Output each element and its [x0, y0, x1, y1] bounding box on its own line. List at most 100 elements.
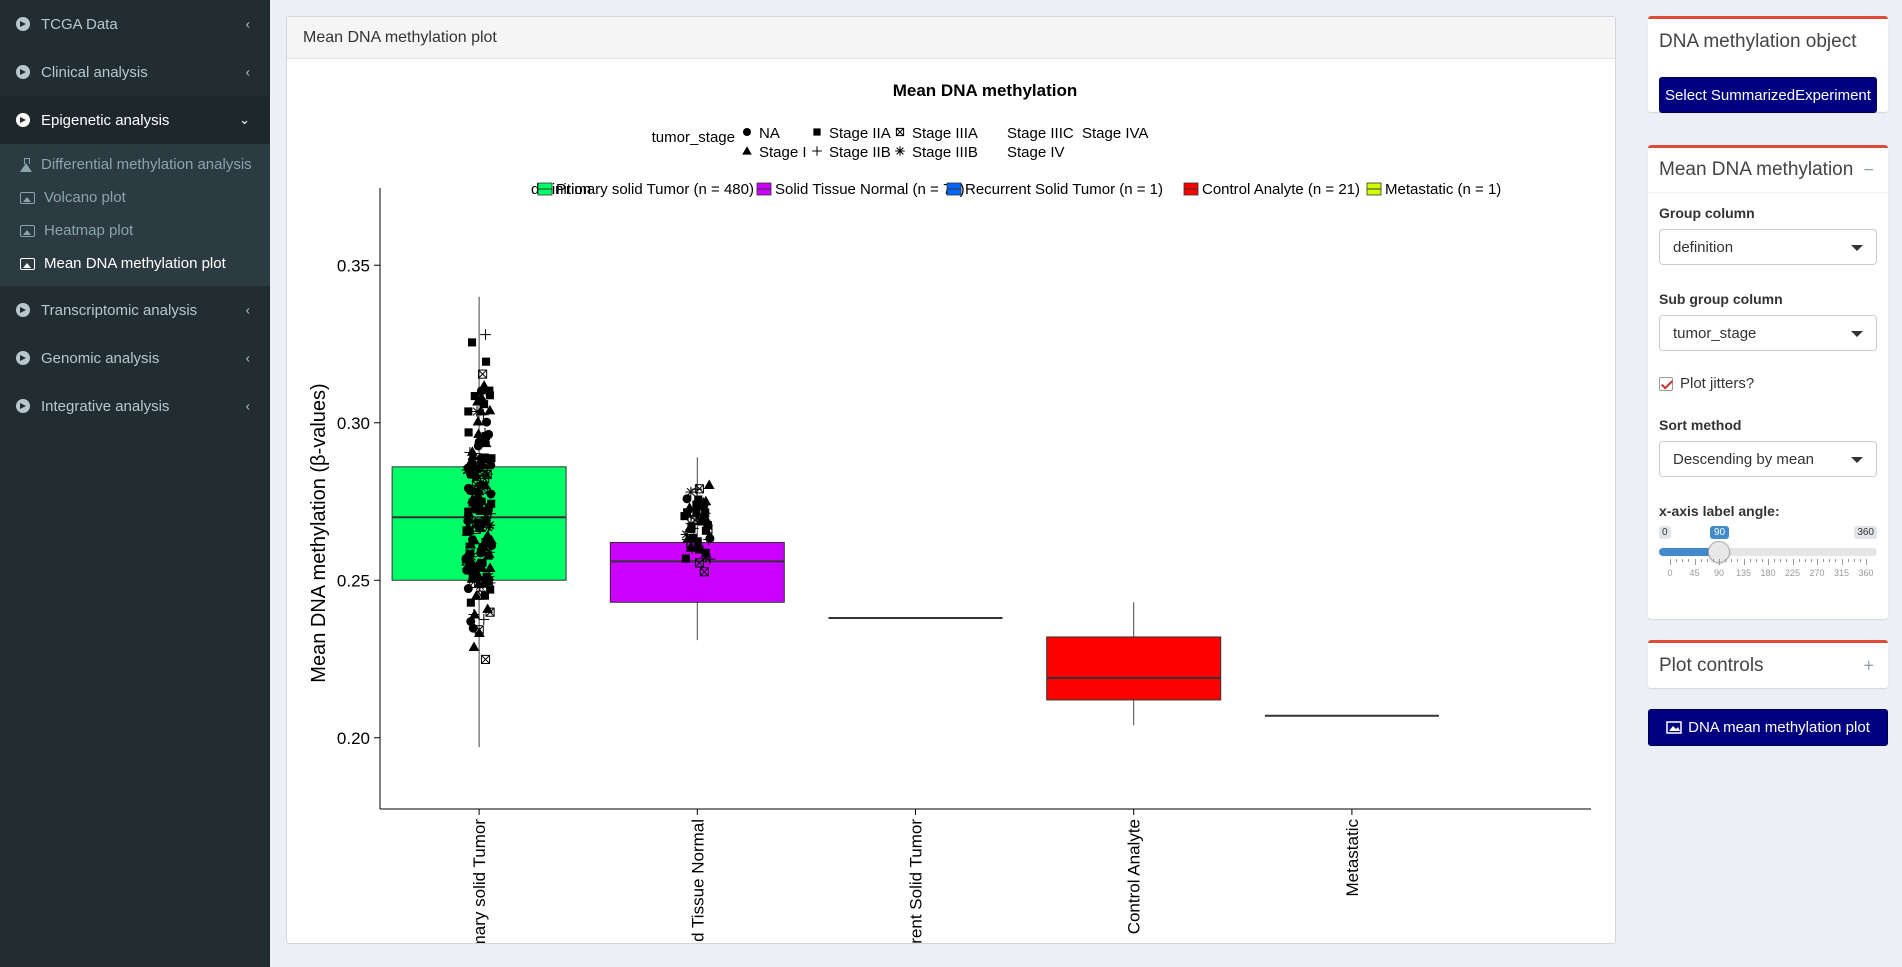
circle-arrow-icon [16, 303, 30, 317]
slider-tick-label: 0 [1667, 568, 1673, 578]
sidebar-subitem-differential-methylation[interactable]: Differential methylation analysis [0, 148, 270, 181]
slider-minor-tick [1774, 559, 1776, 562]
slider-minor-tick [1676, 559, 1678, 562]
jitter-point [474, 571, 485, 582]
jitter-point [477, 434, 489, 445]
slider-tick-label: 135 [1735, 568, 1752, 578]
jitter-point [474, 580, 486, 592]
slider-tick [1866, 559, 1867, 565]
plot-area: Mean DNA methylation tumor_stage NA Stage … [287, 59, 1615, 967]
mean-methylation-box: Mean DNA methylation − Group column defi… [1648, 145, 1888, 619]
x-axis-angle-slider[interactable]: 0 360 90 0 45 90 135 180 225 270 315 360 [1659, 526, 1877, 586]
jitter-point [487, 454, 496, 463]
sidebar-subitem-mean-dna-methylation-plot[interactable]: Mean DNA methylation plot [0, 247, 270, 280]
jitter-point [472, 416, 484, 426]
jitter-point [478, 369, 488, 379]
sidebar-item-label: Genomic analysis [41, 349, 160, 367]
slider-minor-tick [1823, 559, 1825, 562]
sidebar-subitem-heatmap-plot[interactable]: Heatmap plot [0, 214, 270, 247]
jitter-point [685, 542, 697, 552]
sort-method-label: Sort method [1659, 417, 1742, 433]
jitter-point [480, 654, 491, 664]
slider-minor-tick [1786, 559, 1788, 562]
slider-tick [1817, 559, 1818, 565]
jitter-point [480, 479, 492, 490]
plot-box: Mean DNA methylation plot Mean DNA methy… [286, 16, 1616, 967]
slider-track[interactable] [1659, 548, 1877, 556]
sidebar-subitem-volcano-plot[interactable]: Volcano plot [0, 181, 270, 214]
shape-legend-label: Stage IIIC [1007, 125, 1074, 142]
slider-minor-tick [1700, 559, 1702, 562]
jitter-point [486, 489, 496, 499]
jitter-point [703, 479, 715, 489]
jitter-point [703, 534, 714, 545]
sub-group-column-select[interactable]: tumor_stage [1659, 315, 1877, 351]
sidebar-subitem-label: Mean DNA methylation plot [44, 255, 226, 272]
jitter-points [461, 329, 716, 664]
jitter-point [470, 392, 479, 401]
jitter-point [470, 590, 482, 600]
sidebar-item-transcriptomic-analysis[interactable]: Transcriptomic analysis ‹ [0, 286, 270, 334]
sidebar: TCGA Data ‹ Clinical analysis ‹ Epigenet… [0, 0, 270, 967]
slider-tick-label: 315 [1833, 568, 1850, 578]
collapse-icon[interactable]: − [1863, 159, 1874, 180]
sidebar-item-integrative-analysis[interactable]: Integrative analysis ‹ [0, 382, 270, 430]
shape-legend-label: Stage IIIA [912, 125, 978, 142]
plot-controls-header[interactable]: Plot controls + [1648, 643, 1888, 688]
group-column-label: Group column [1659, 205, 1755, 221]
sort-method-select[interactable]: Descending by mean [1659, 441, 1877, 477]
jitter-point [467, 338, 477, 347]
jitter-point [469, 564, 479, 574]
sidebar-item-epigenetic-analysis[interactable]: Epigenetic analysis ⌄ [0, 96, 270, 144]
shape-legend-title: tumor_stage [652, 129, 735, 146]
jitter-point [680, 512, 689, 521]
chevron-left-icon: ‹ [245, 398, 250, 414]
slider-tick [1743, 559, 1745, 565]
jitter-point [466, 617, 476, 627]
select-summarized-experiment-button[interactable]: Select SummarizedExperiment [1659, 77, 1877, 113]
dropdown-caret-icon [1851, 457, 1863, 463]
group-column-select[interactable]: definition [1659, 229, 1877, 265]
dna-mean-methylation-plot-button[interactable]: DNA mean methylation plot [1648, 709, 1888, 746]
y-axis-label: Mean DNA methylation (β-values) [308, 383, 330, 682]
jitter-point [704, 553, 716, 565]
y-tick-label: 0.25 [337, 571, 370, 590]
jitter-point [690, 510, 702, 522]
slider-minor-tick [1810, 559, 1812, 562]
sidebar-subitem-label: Heatmap plot [44, 222, 134, 239]
mean-methylation-header: Mean DNA methylation − [1648, 148, 1888, 193]
shape-legend-label: Stage I [759, 144, 807, 161]
jitter-point [473, 627, 485, 637]
slider-minor-tick [1731, 559, 1733, 562]
shape-legend: tumor_stage NA Stage I Stage IIA Stage IIB St… [652, 125, 1149, 161]
sidebar-item-tcga-data[interactable]: TCGA Data ‹ [0, 0, 270, 48]
jitter-point [486, 585, 495, 594]
slider-minor-tick [1737, 559, 1739, 562]
jitter-point [682, 533, 694, 543]
shape-legend-key [895, 127, 905, 137]
shape-legend-key [743, 128, 751, 136]
sidebar-subitem-label: Differential methylation analysis [41, 156, 252, 173]
slider-max: 360 [1854, 526, 1877, 539]
jitter-point [464, 407, 473, 416]
jitter-point [468, 641, 480, 651]
fill-legend-label: Control Analyte (n = 21) [1202, 181, 1360, 198]
x-tick-label: Recurrent Solid Tumor [907, 819, 926, 943]
jitter-point [687, 522, 696, 531]
chevron-left-icon: ‹ [245, 64, 250, 80]
x-axis-angle-label: x-axis label angle: [1659, 503, 1780, 519]
sidebar-item-genomic-analysis[interactable]: Genomic analysis ‹ [0, 334, 270, 382]
checkbox-checked-icon[interactable] [1659, 376, 1673, 391]
jitter-point [681, 554, 690, 563]
sidebar-item-clinical-analysis[interactable]: Clinical analysis ‹ [0, 48, 270, 96]
chevron-down-icon: ⌄ [239, 112, 250, 127]
image-icon [20, 257, 35, 270]
sidebar-item-label: Integrative analysis [41, 397, 170, 415]
sidebar-item-label: Epigenetic analysis [41, 111, 170, 129]
circle-arrow-icon [16, 351, 30, 365]
expand-icon[interactable]: + [1863, 655, 1874, 675]
fill-legend-item: Recurrent Solid Tumor (n = 1) [946, 181, 1163, 198]
x-tick-label: Solid Tissue Normal [688, 819, 707, 943]
slider-minor-tick [1755, 559, 1757, 562]
plot-jitters-checkbox[interactable]: Plot jitters? [1659, 375, 1754, 392]
